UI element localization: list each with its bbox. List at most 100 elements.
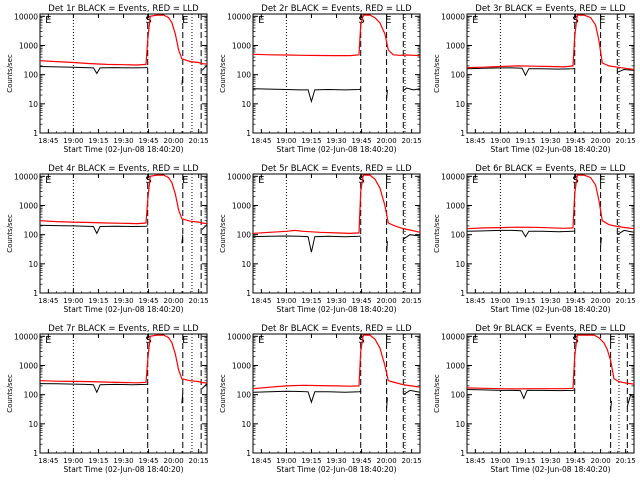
y-tick-label: 10000 xyxy=(227,172,251,181)
x-tick-label: 19:15 xyxy=(515,297,535,305)
panel-title: Det 1r BLACK = Events, RED = LLD xyxy=(48,4,199,14)
event-marker-e: E xyxy=(45,15,51,26)
x-tick-label: 20:00 xyxy=(591,137,611,145)
event-marker-s: S xyxy=(358,335,364,346)
event-marker-e: E xyxy=(182,15,188,26)
y-tick-label: 100 xyxy=(237,71,252,80)
plot-frame xyxy=(466,13,635,134)
x-axis-label: Start Time (02-Jun-08 18:40:20) xyxy=(491,465,611,474)
panel-det-3: Det 3r BLACK = Events, RED = LLD 1 10 100 10… xyxy=(433,4,636,154)
lld-line xyxy=(252,14,421,57)
y-axis-label: Counts/sec xyxy=(6,54,14,93)
x-tick-label: 18:45 xyxy=(465,137,485,145)
x-tick-label: 19:30 xyxy=(326,457,346,465)
y-tick-label: 100 xyxy=(24,391,39,400)
lld-line xyxy=(39,14,208,66)
x-tick-label: 18:45 xyxy=(38,297,58,305)
y-tick-label: 100 xyxy=(237,231,252,240)
y-tick-label: 1000 xyxy=(446,201,465,210)
y-tick-label: 10 xyxy=(455,260,465,269)
events-line-dip xyxy=(181,75,184,85)
event-marker-e: E xyxy=(45,175,51,186)
panel-title: Det 2r BLACK = Events, RED = LLD xyxy=(261,4,412,14)
y-tick-label: 100 xyxy=(237,391,252,400)
events-line-post xyxy=(201,383,208,390)
y-tick-label: 10 xyxy=(241,420,251,429)
lld-line xyxy=(466,174,635,230)
y-tick-label: 1000 xyxy=(446,41,465,50)
lld-line xyxy=(466,334,635,390)
y-tick-label: 10 xyxy=(28,260,38,269)
x-tick-label: 19:15 xyxy=(515,137,535,145)
event-marker-e: E xyxy=(385,335,391,346)
panel-det-5: Det 5r BLACK = Events, RED = LLD 1 10 100 10… xyxy=(219,164,422,314)
y-tick-label: 1000 xyxy=(232,41,251,50)
lld-line xyxy=(39,334,208,384)
event-marker-e: E xyxy=(258,335,264,346)
x-tick-label: 19:00 xyxy=(490,137,510,145)
x-tick-label: 19:15 xyxy=(515,457,535,465)
x-tick-label: 20:00 xyxy=(591,457,611,465)
plot-frame xyxy=(39,333,208,454)
events-line-post xyxy=(626,393,635,407)
x-tick-label: 18:45 xyxy=(251,297,271,305)
y-tick-label: 100 xyxy=(451,231,466,240)
events-line xyxy=(39,383,148,394)
x-tick-label: 20:00 xyxy=(164,457,184,465)
x-tick-label: 18:45 xyxy=(465,457,485,465)
x-tick-label: 19:45 xyxy=(138,297,158,305)
y-tick-label: 1000 xyxy=(232,361,251,370)
y-tick-label: 1000 xyxy=(232,201,251,210)
x-tick-label: 18:45 xyxy=(251,457,271,465)
x-tick-label: 19:45 xyxy=(351,297,371,305)
panel-title: Det 9r BLACK = Events, RED = LLD xyxy=(475,324,626,334)
plot-frame xyxy=(252,333,421,454)
y-tick-label: 10000 xyxy=(227,332,251,341)
y-tick-label: 1 xyxy=(460,129,465,138)
y-tick-label: 10000 xyxy=(14,172,38,181)
x-axis-label: Start Time (02-Jun-08 18:40:20) xyxy=(64,305,184,314)
y-tick-label: 10 xyxy=(241,100,251,109)
y-tick-label: 10000 xyxy=(14,12,38,21)
event-marker-s: S xyxy=(572,335,578,346)
y-tick-label: 1 xyxy=(460,289,465,298)
plot-frame xyxy=(252,13,421,134)
y-tick-label: 10000 xyxy=(441,172,465,181)
x-tick-label: 19:00 xyxy=(490,297,510,305)
panel-det-6: Det 6r BLACK = Events, RED = LLD 1 10 100 10… xyxy=(433,164,636,314)
y-tick-label: 1 xyxy=(460,449,465,458)
panel-det-9: Det 9r BLACK = Events, RED = LLD 1 10 100 10… xyxy=(433,324,636,474)
panel-title: Det 4r BLACK = Events, RED = LLD xyxy=(48,164,199,174)
event-marker-e: E xyxy=(472,175,478,186)
x-tick-label: 20:00 xyxy=(164,137,184,145)
event-marker-e: E xyxy=(182,175,188,186)
x-tick-label: 19:30 xyxy=(326,297,346,305)
x-tick-label: 18:45 xyxy=(465,297,485,305)
y-axis-label: Counts/sec xyxy=(219,374,227,413)
x-axis-label: Start Time (02-Jun-08 18:40:20) xyxy=(277,465,397,474)
y-axis-label: Counts/sec xyxy=(6,374,14,413)
events-line-post xyxy=(617,68,635,73)
lld-line xyxy=(39,174,208,225)
lld-line xyxy=(466,14,635,71)
x-tick-label: 19:45 xyxy=(565,297,585,305)
event-marker-e: E xyxy=(45,335,51,346)
events-line-post xyxy=(201,224,208,230)
event-marker-s: S xyxy=(145,175,151,186)
events-line xyxy=(252,390,361,404)
events-line-post xyxy=(201,64,208,71)
y-axis-label: Counts/sec xyxy=(433,54,441,93)
y-tick-label: 10000 xyxy=(14,332,38,341)
x-tick-label: 20:15 xyxy=(616,137,636,145)
panel-title: Det 5r BLACK = Events, RED = LLD xyxy=(261,164,412,174)
x-tick-label: 19:30 xyxy=(540,297,560,305)
events-line xyxy=(252,235,361,253)
x-axis-label: Start Time (02-Jun-08 18:40:20) xyxy=(491,145,611,154)
y-tick-label: 100 xyxy=(451,391,466,400)
x-axis-label: Start Time (02-Jun-08 18:40:20) xyxy=(277,145,397,154)
x-tick-label: 18:45 xyxy=(38,457,58,465)
x-tick-label: 19:30 xyxy=(113,137,133,145)
panel-title: Det 3r BLACK = Events, RED = LLD xyxy=(475,4,626,14)
events-line xyxy=(466,229,575,238)
plot-frame xyxy=(39,13,208,134)
